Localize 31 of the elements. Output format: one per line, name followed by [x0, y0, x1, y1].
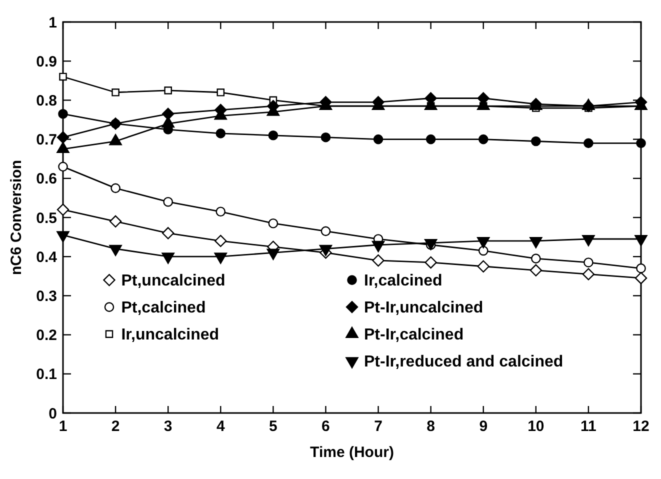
y-axis-title: nC6 Conversion	[8, 160, 25, 276]
x-tick-label: 2	[111, 418, 120, 435]
x-tick-label: 8	[426, 418, 435, 435]
legend-label: Pt-Ir,reduced and calcined	[364, 354, 564, 371]
x-tick-label: 6	[322, 418, 330, 435]
y-tick-label: 0.5	[36, 210, 57, 227]
legend-label: Pt,uncalcined	[121, 272, 226, 290]
legend-label: Pt-Ir,calcined	[364, 326, 464, 344]
legend-label: Pt-Ir,uncalcined	[364, 300, 484, 317]
x-tick-label: 7	[374, 418, 382, 435]
y-tick-label: 0	[48, 405, 57, 422]
x-axis-title: Time (Hour)	[310, 444, 394, 461]
x-tick-label: 10	[528, 418, 544, 435]
y-tick-label: 0.4	[36, 248, 58, 266]
y-tick-label: 1	[48, 14, 57, 32]
x-tick-label: 4	[216, 418, 226, 435]
y-tick-label: 0.9	[36, 53, 57, 70]
y-tick-label: 0.2	[36, 327, 57, 344]
legend-label: Pt,calcined	[121, 300, 206, 317]
x-tick-label: 9	[479, 418, 488, 435]
x-tick-label: 5	[269, 418, 278, 435]
y-tick-label: 0.8	[36, 92, 57, 110]
y-tick-label: 0.3	[36, 288, 57, 305]
y-tick-label: 0.1	[36, 366, 57, 384]
y-tick-label: 0.6	[36, 170, 57, 188]
legend-label: Ir,calcined	[364, 272, 442, 290]
x-tick-label: 3	[164, 418, 172, 435]
y-tick-label: 0.7	[36, 132, 57, 149]
legend-label: Ir,uncalcined	[121, 326, 220, 344]
x-tick-label: 11	[580, 418, 596, 435]
x-tick-label: 12	[632, 418, 650, 435]
